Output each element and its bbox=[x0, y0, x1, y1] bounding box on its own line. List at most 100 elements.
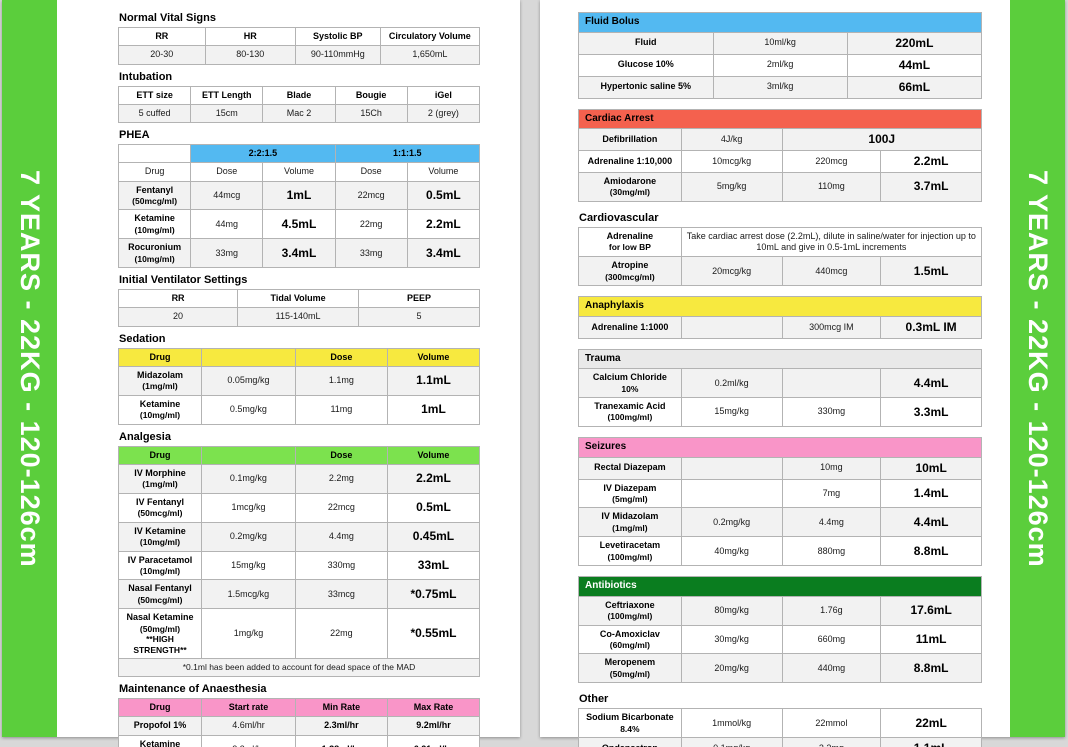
table-cell: RR bbox=[117, 289, 239, 309]
antibiotics-table: Antibiotics Ceftriaxone (100mg/ml) 80mg/kg 1… bbox=[578, 576, 982, 684]
table-cell: Volume bbox=[386, 347, 481, 367]
other-heading: Other bbox=[579, 693, 609, 706]
table-cell: ETT Length bbox=[190, 85, 264, 105]
table-cell: Drug bbox=[117, 445, 203, 465]
volume-value-cell: 0.5mL bbox=[406, 180, 481, 211]
table-cell bbox=[781, 368, 882, 399]
table-cell: Ketamine (10mg/ml) bbox=[117, 394, 203, 425]
table-cell: 2ml/kg bbox=[712, 53, 848, 77]
phea-heading: PHEA bbox=[119, 129, 150, 141]
table-row: Rectal Diazepam 10mg 10mL bbox=[578, 456, 982, 480]
table-row: Adrenaline 1:10,000 10mcg/kg 220mcg 2.2mL bbox=[578, 150, 982, 173]
volume-value-cell: 1.1mL bbox=[386, 365, 481, 396]
table-row: Ketamine 10mg/ml2.3ml/hr1.38ml/hr6.21ml/… bbox=[117, 734, 481, 747]
volume-value-cell: 66mL bbox=[846, 75, 983, 99]
volume-value-cell: 2.2mL bbox=[386, 463, 481, 494]
table-cell: Volume bbox=[406, 162, 481, 182]
table-cell: 22mg bbox=[334, 209, 408, 240]
normal-vital-signs-section: Normal Vital Signs RR HR Systolic BP Circula… bbox=[118, 12, 481, 65]
section-header-cell: Fluid Bolus bbox=[578, 12, 982, 33]
table-cell: Mac 2 bbox=[262, 103, 336, 124]
table-cell: 4.4mg bbox=[294, 521, 388, 552]
table-row: IV Midazolam (1mg/ml) 0.2mg/kg 4.4mg 4.4mL bbox=[578, 507, 982, 538]
table-cell: 1mmol/kg bbox=[680, 708, 783, 739]
volume-value-cell: 220mL bbox=[846, 31, 983, 55]
table-cell: Nasal Fentanyl (50mcg/ml) bbox=[117, 579, 203, 610]
volume-value-cell: 1mL bbox=[262, 180, 336, 211]
initial-ventilator-settings-heading: Initial Ventilator Settings bbox=[119, 274, 248, 287]
antibiotics-section: Antibiotics Ceftriaxone (100mg/ml) 80mg/kg 1… bbox=[578, 576, 982, 684]
table-cell: IV Diazepam (5mg/ml) bbox=[578, 478, 682, 509]
table-row: Fluid 10ml/kg 220mL bbox=[578, 31, 983, 55]
table-cell: 4.4mg bbox=[781, 507, 882, 538]
table-cell: Calcium Chloride 10% bbox=[578, 368, 682, 399]
table-cell: 4J/kg bbox=[680, 128, 783, 151]
table-cell: iGel bbox=[406, 85, 481, 105]
page-left-content: Normal Vital Signs RR HR Systolic BP Circula… bbox=[117, 12, 481, 747]
table-cell: 1.5mcg/kg bbox=[201, 579, 296, 610]
patient-banner-right-label: 7 YEARS - 22KG - 120-126cm bbox=[1023, 169, 1053, 568]
table-cell: 20-30 bbox=[118, 45, 206, 65]
table-cell: *0.1ml has been added to account for dea… bbox=[118, 658, 480, 677]
table-cell: 110mg bbox=[781, 172, 882, 202]
table-row: 2:2:1.5 1:1:1.5 bbox=[117, 143, 481, 164]
table-row: Hypertonic saline 5% 3ml/kg 66mL bbox=[578, 75, 983, 99]
table-cell: IV Ketamine (10mg/ml) bbox=[117, 521, 203, 552]
table-row: Drug Start rate Min Rate Max Rate bbox=[117, 697, 481, 718]
table-row: RR HR Systolic BP Circulatory Volume bbox=[118, 26, 481, 47]
other-table: Sodium Bicarbonate 8.4% 1mmol/kg 22mmol 22mL… bbox=[578, 708, 982, 747]
table-cell: 33mg bbox=[190, 238, 264, 269]
other-section: Other Sodium Bicarbonate 8.4% 1mmol/kg 22mmo… bbox=[578, 693, 982, 747]
table-cell: 2 (grey) bbox=[406, 103, 481, 124]
table-cell: 20mg/kg bbox=[680, 653, 783, 684]
table-cell: 30mg/kg bbox=[680, 624, 783, 655]
table-cell: Dose bbox=[294, 347, 388, 367]
table-cell: 22mcg bbox=[334, 180, 408, 211]
table-cell: Midazolam (1mg/ml) bbox=[117, 365, 203, 396]
sedation-table: Drug Dose Volume Midazolam (1mg/ml) 0.05mg/kg… bbox=[117, 347, 481, 425]
table-cell: 10mg bbox=[781, 456, 882, 480]
initial-ventilator-settings-section: Initial Ventilator Settings RR Tidal Volum… bbox=[117, 274, 480, 327]
table-cell: Ondansetron bbox=[578, 737, 682, 747]
table-cell: Hypertonic saline 5% bbox=[578, 75, 714, 99]
table-row: RR Tidal Volume PEEP bbox=[117, 289, 480, 309]
table-cell: 2:2:1.5 bbox=[190, 143, 336, 164]
table-cell: 1,650mL bbox=[379, 45, 481, 65]
table-cell: ETT size bbox=[117, 85, 192, 105]
table-row: Tranexamic Acid (100mg/ml) 15mg/kg 330mg 3.3… bbox=[578, 397, 982, 427]
table-cell: 330mg bbox=[294, 550, 388, 581]
table-cell: 0.05mg/kg bbox=[201, 365, 296, 396]
table-row: Ketamine (10mg/ml) 0.5mg/kg 11mg 1mL bbox=[117, 394, 481, 425]
volume-value-cell: 33mL bbox=[386, 550, 481, 581]
table-cell: 1mg/kg bbox=[201, 608, 296, 660]
volume-value-cell: 0.45mL bbox=[386, 521, 481, 552]
analgesia-table: Drug Dose Volume IV Morphine (1mg/ml) 0.1mg/k… bbox=[117, 445, 481, 677]
table-cell: IV Morphine (1mg/ml) bbox=[117, 463, 203, 494]
table-cell: Propofol 1% bbox=[117, 716, 203, 736]
table-cell: IV Midazolam (1mg/ml) bbox=[578, 507, 682, 538]
table-cell: 15Ch bbox=[334, 103, 408, 124]
cardiac-arrest-table: Cardiac Arrest Defibrillation 4J/kg 100J Adr… bbox=[578, 108, 982, 202]
table-row: Drug Dose Volume bbox=[117, 347, 481, 367]
table-cell: IV Fentanyl (50mcg/ml) bbox=[117, 492, 203, 523]
fluid-bolus-section: Fluid Bolus Fluid 10ml/kg 220mL Glucose 10% 2… bbox=[578, 12, 983, 99]
maintenance-of-anaesthesia-table: Drug Start rate Min Rate Max Rate Propofol 1… bbox=[117, 697, 481, 747]
table-cell: 5mg/kg bbox=[680, 172, 783, 202]
table-row: Drug Dose Volume bbox=[117, 445, 481, 465]
table-row: Adrenaline 1:1000 300mcg IM 0.3mL IM bbox=[578, 315, 982, 339]
trauma-table: Trauma Calcium Chloride 10% 0.2ml/kg 4.4mL Tr… bbox=[578, 348, 982, 427]
table-cell: Fentanyl (50mcg/ml) bbox=[117, 180, 192, 211]
table-cell: 33mg bbox=[334, 238, 408, 269]
fluid-bolus-table: Fluid Bolus Fluid 10ml/kg 220mL Glucose 10% 2… bbox=[578, 12, 983, 99]
volume-value-cell: *0.55mL bbox=[386, 608, 481, 660]
table-row: Defibrillation 4J/kg 100J bbox=[578, 128, 982, 151]
table-cell: 440mg bbox=[781, 653, 882, 684]
table-cell: 22mg bbox=[294, 608, 388, 660]
volume-value-cell: 11mL bbox=[880, 624, 982, 655]
table-cell: 33mcg bbox=[294, 579, 388, 610]
volume-value-cell: 44mL bbox=[846, 53, 983, 77]
table-cell: Take cardiac arrest dose (2.2mL), dilute… bbox=[680, 226, 983, 258]
cardiovascular-heading: Cardiovascular bbox=[579, 211, 659, 224]
section-header-cell: Seizures bbox=[578, 437, 982, 458]
table-cell: 20mcg/kg bbox=[680, 256, 783, 287]
